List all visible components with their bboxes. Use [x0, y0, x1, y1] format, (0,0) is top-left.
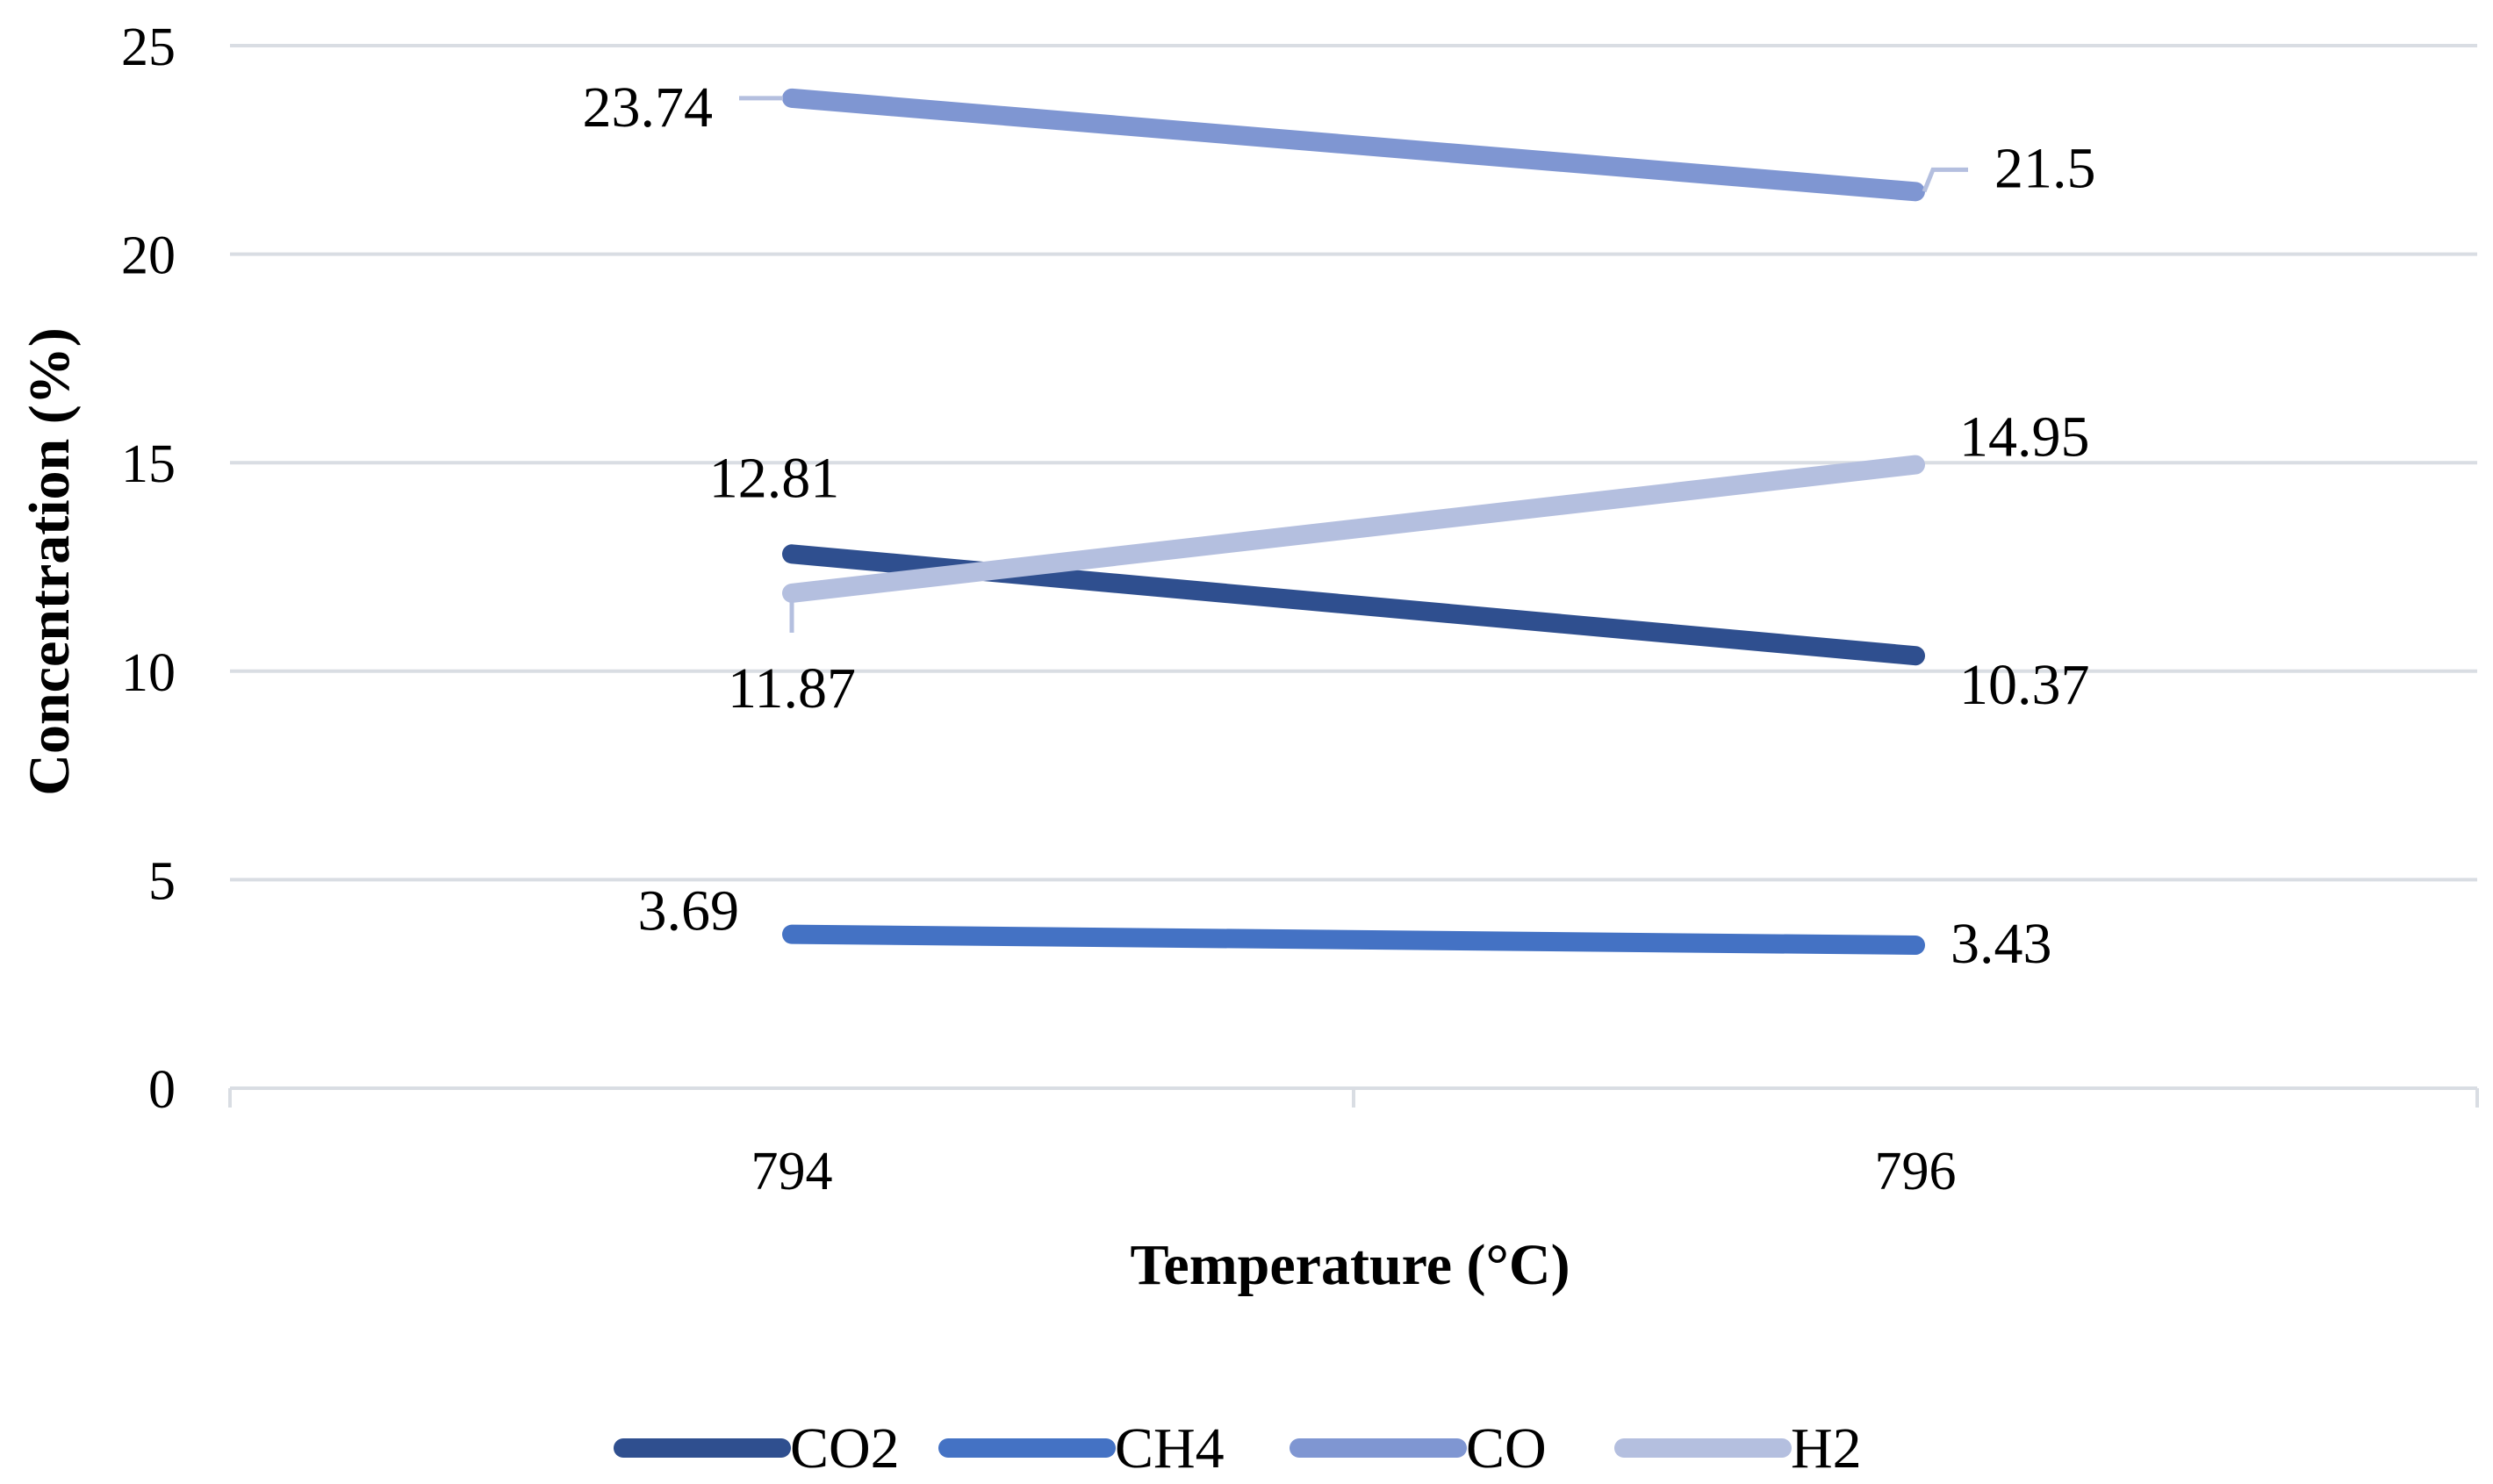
data-label-h2: 14.95 [1959, 405, 2090, 470]
data-label-co2: 12.81 [709, 446, 840, 510]
y-tick-label: 25 [121, 18, 176, 77]
leader-line [1922, 167, 1968, 193]
legend-label-ch4: CH4 [1115, 1416, 1225, 1480]
y-axis-title: Concentration (%) [18, 327, 82, 795]
series-line-h2 [782, 455, 1925, 603]
data-label-co: 21.5 [1994, 136, 2096, 200]
legend-label-co2: CO2 [790, 1416, 900, 1480]
data-labels: 12.81 10.37 3.69 3.43 23.74 21.5 11.87 14.95 [583, 75, 2096, 976]
legend-label-h2: H2 [1791, 1416, 1862, 1480]
y-tick-label: 20 [121, 226, 176, 286]
gridlines [230, 44, 2477, 882]
y-tick-label: 10 [121, 643, 176, 703]
y-tick-label: 0 [148, 1060, 176, 1120]
data-label-ch4: 3.43 [1951, 912, 2052, 976]
series-line-ch4 [782, 924, 1925, 956]
series-lines [782, 88, 1925, 956]
legend-label-co: CO [1466, 1416, 1547, 1480]
y-axis-ticks: 0 5 10 15 20 25 [121, 18, 176, 1120]
data-label-ch4: 3.69 [638, 879, 740, 943]
series-line-co [782, 88, 1925, 202]
data-label-co: 23.74 [583, 75, 714, 140]
x-axis-title: Temperature (°C) [1130, 1233, 1570, 1297]
x-tick-label: 794 [751, 1142, 833, 1201]
y-tick-label: 15 [121, 434, 176, 494]
legend: CO2 CH4 CO H2 [614, 1416, 1862, 1480]
x-axis: 794 796 [228, 1086, 2479, 1201]
data-label-h2: 11.87 [728, 656, 856, 720]
y-tick-label: 5 [148, 851, 176, 911]
data-label-co2: 10.37 [1959, 653, 2090, 717]
x-tick-label: 796 [1875, 1142, 1957, 1201]
